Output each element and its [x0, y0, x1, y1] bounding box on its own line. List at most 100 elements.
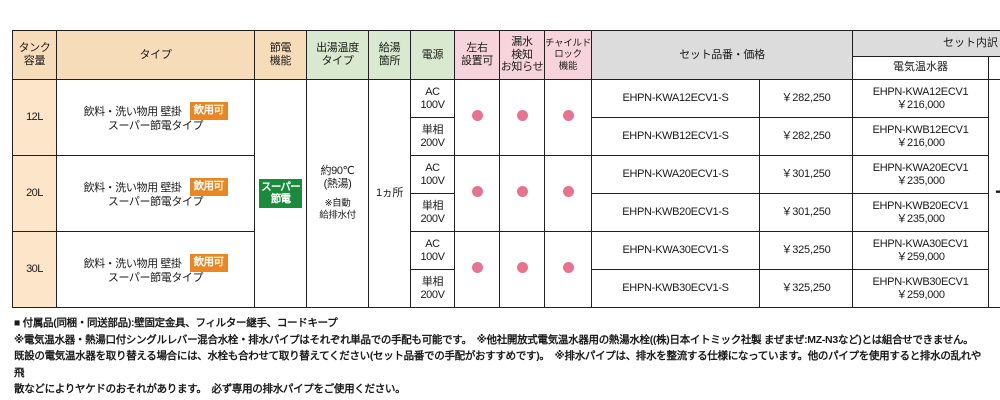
availability-dot-icon [471, 186, 483, 198]
heater-model: EHPN-KWB12ECV1 [872, 123, 969, 136]
availability-dot-icon [562, 110, 574, 122]
eco-badge-line-2: 節電 [270, 193, 291, 205]
cell-power-source: 単相 200V [410, 269, 455, 308]
table-row: 12L 飲料・洗い物用 壁掛 飲用可 スーパー節電タイプ スーパー 節電 約90℃… [12, 79, 1000, 308]
power-line-1: AC [425, 85, 440, 98]
heater-model: EHPN-KWB20ECV1 [872, 199, 969, 212]
power-line-1: 単相 [421, 275, 444, 288]
plus-icon: + [995, 181, 1000, 202]
header-set-model-price: セット品番・価格 [590, 30, 854, 80]
cell-set-price: ￥325,250 [758, 269, 854, 308]
cell-power-source: 単相 200V [410, 193, 455, 232]
footnote-line-1: ■ 付属品(同梱・同送部品):壁固定金具、フィルター継手、コードキープ [14, 317, 338, 329]
table-row: 単相 200V EHPN-KWB12ECV1-S ￥282,250 EHPN-K… [13, 117, 1000, 156]
cell-child-lock [544, 79, 592, 156]
power-line-2: 200V [420, 288, 445, 301]
type-line-1: 飲料・洗い物用 壁掛 [83, 182, 182, 195]
eco-badge-line-1: スーパー [261, 180, 300, 193]
heater-price: ￥216,000 [896, 98, 945, 111]
cell-set-price: ￥282,250 [758, 79, 854, 118]
cell-set-price: ￥282,250 [758, 117, 854, 156]
heater-model: EHPN-KWB30ECV1 [872, 275, 969, 288]
drinkable-badge: 飲用可 [189, 102, 228, 120]
cell-set-model: EHPN-KWB30ECV1-S [591, 269, 760, 308]
cell-leak-detection [499, 155, 545, 232]
cell-set-model: EHPN-KWB12ECV1-S [591, 117, 760, 156]
cell-heater: EHPN-KWA20ECV1 ￥235,000 [852, 155, 990, 194]
heater-price: ￥259,000 [896, 288, 945, 301]
availability-dot-icon [562, 186, 574, 198]
cell-child-lock [544, 231, 592, 308]
drinkable-badge: 飲用可 [189, 254, 228, 272]
heater-price: ￥235,000 [896, 174, 945, 187]
cell-tank-capacity: 12L [12, 79, 57, 156]
cell-set-model: EHPN-KWA12ECV1-S [591, 79, 760, 118]
availability-dot-icon [471, 262, 483, 274]
power-line-1: AC [425, 161, 440, 174]
header-outlet-temp-type: 出湯温度 タイプ [306, 30, 369, 80]
cell-tank-capacity: 30L [12, 231, 57, 308]
cell-leak-detection [499, 231, 545, 308]
cell-hot-water-points: 1ヵ所 [368, 79, 411, 308]
type-line-2: スーパー節電タイプ [107, 271, 204, 284]
availability-dot-icon [562, 262, 574, 274]
header-row-top: タンク 容量 タイプ 節電 機能 出湯温度 タイプ 給湯 箇所 電源 左右 設置… [12, 30, 1000, 80]
heater-model: EHPN-KWA30ECV1 [872, 237, 969, 250]
cell-power-source: AC 100V [410, 231, 455, 270]
type-line-2: スーパー節電タイプ [107, 119, 204, 132]
type-line-2: スーパー節電タイプ [107, 195, 204, 208]
table-row: 20L 飲料・洗い物用 壁掛 飲用可 スーパー節電タイプ AC 100V [12, 155, 1000, 232]
header-power-source: 電源 [410, 30, 455, 80]
power-line-2: 100V [420, 98, 445, 111]
power-line-1: 単相 [421, 199, 444, 212]
cell-set-model: EHPN-KWA20ECV1-S [591, 155, 760, 194]
power-line-2: 100V [420, 250, 445, 263]
outlet-temp-line-1: 約90℃ [320, 164, 355, 177]
table-body: 12L 飲料・洗い物用 壁掛 飲用可 スーパー節電タイプ スーパー 節電 約90℃… [12, 79, 1000, 308]
cell-child-lock [544, 155, 592, 232]
header-tank-capacity: タンク 容量 [12, 30, 57, 80]
table-header: タンク 容量 タイプ 節電 機能 出湯温度 タイプ 給湯 箇所 電源 左右 設置… [12, 30, 1000, 81]
availability-dot-icon [516, 110, 528, 122]
cell-eco-function: スーパー 節電 [254, 79, 307, 308]
table-row: 単相 200V EHPN-KWB20ECV1-S ￥301,250 EHPN-K… [13, 193, 1000, 232]
cell-type: 飲料・洗い物用 壁掛 飲用可 スーパー節電タイプ [56, 79, 255, 156]
parts-spacer [989, 208, 1000, 217]
cell-outlet-temp-type: 約90℃ (熱湯) ※自動 給排水付 [306, 79, 369, 308]
header-child-lock: チャイルド ロック 機能 [544, 30, 592, 80]
cell-heater: EHPN-KWB12ECV1 ￥216,000 [852, 117, 990, 156]
heater-price: ￥216,000 [896, 136, 945, 149]
cell-set-price: ￥325,250 [758, 231, 854, 270]
heater-price: ￥235,000 [896, 212, 945, 225]
outlet-temp-note-1: ※自動 [324, 197, 351, 209]
availability-dot-icon [516, 262, 528, 274]
header-set-parts: セット部材 [988, 55, 1000, 81]
header-hot-water-points: 給湯 箇所 [368, 30, 411, 80]
cell-heater: EHPN-KWA30ECV1 ￥259,000 [852, 231, 990, 270]
header-row-sub: 電気温水器 セット部材 [13, 55, 1000, 81]
power-line-2: 200V [420, 212, 445, 225]
outlet-temp-note: ※自動 給排水付 [307, 198, 368, 223]
cell-set-parts: + 熱湯口付 シングルレバー 混合水栓 (壁付タイプ) SF-WCH390 ￥6… [988, 79, 1000, 308]
cell-tank-capacity: 20L [12, 155, 57, 232]
availability-dot-icon [516, 186, 528, 198]
cell-leak-detection [499, 79, 545, 156]
drinkable-badge: 飲用可 [189, 178, 228, 196]
cell-set-model: EHPN-KWA30ECV1-S [591, 231, 760, 270]
product-spec-table: タンク 容量 タイプ 節電 機能 出湯温度 タイプ 給湯 箇所 電源 左右 設置… [12, 30, 1000, 308]
outlet-temp-line-2: (熱湯) [323, 177, 352, 190]
heater-model: EHPN-KWA12ECV1 [872, 85, 969, 98]
power-line-2: 100V [420, 174, 445, 187]
header-eco-function: 節電 機能 [254, 30, 307, 80]
cell-heater: EHPN-KWB20ECV1 ￥235,000 [852, 193, 990, 232]
cell-left-right-install [454, 155, 500, 232]
cell-power-source: AC 100V [410, 155, 455, 194]
outlet-temp-note-2: 給排水付 [319, 209, 356, 221]
cell-left-right-install [454, 231, 500, 308]
cell-set-price: ￥301,250 [758, 193, 854, 232]
super-eco-badge: スーパー 節電 [259, 178, 302, 209]
power-line-1: AC [425, 237, 440, 250]
power-line-1: 単相 [421, 123, 444, 136]
cell-power-source: 単相 200V [410, 117, 455, 156]
